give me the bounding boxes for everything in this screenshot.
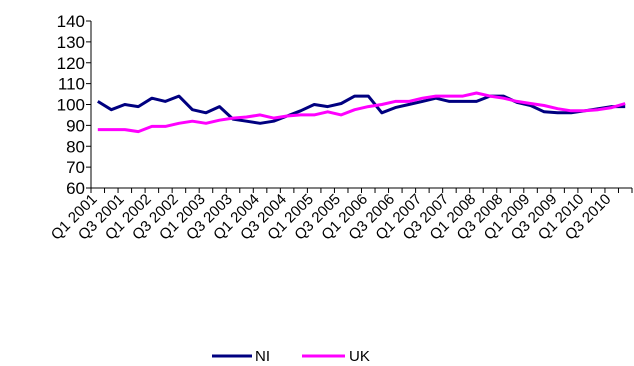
y-tick-label: 110 (58, 75, 85, 94)
legend: NI UK (212, 348, 370, 365)
y-tick-label: 120 (57, 54, 85, 73)
legend-label-ni: NI (255, 348, 270, 365)
series-line-uk (97, 91, 626, 134)
y-tick-label: 140 (57, 12, 85, 31)
y-tick-label: 70 (66, 158, 85, 177)
y-tick-label: 130 (57, 33, 85, 52)
series-layer (97, 91, 626, 134)
y-tick-label: 90 (66, 116, 85, 135)
y-tick-label: 80 (66, 137, 85, 156)
y-tick-label: 100 (57, 96, 85, 115)
y-tick-label: 60 (66, 179, 85, 198)
legend-label-uk: UK (349, 348, 370, 365)
series-line-ni (97, 94, 626, 125)
